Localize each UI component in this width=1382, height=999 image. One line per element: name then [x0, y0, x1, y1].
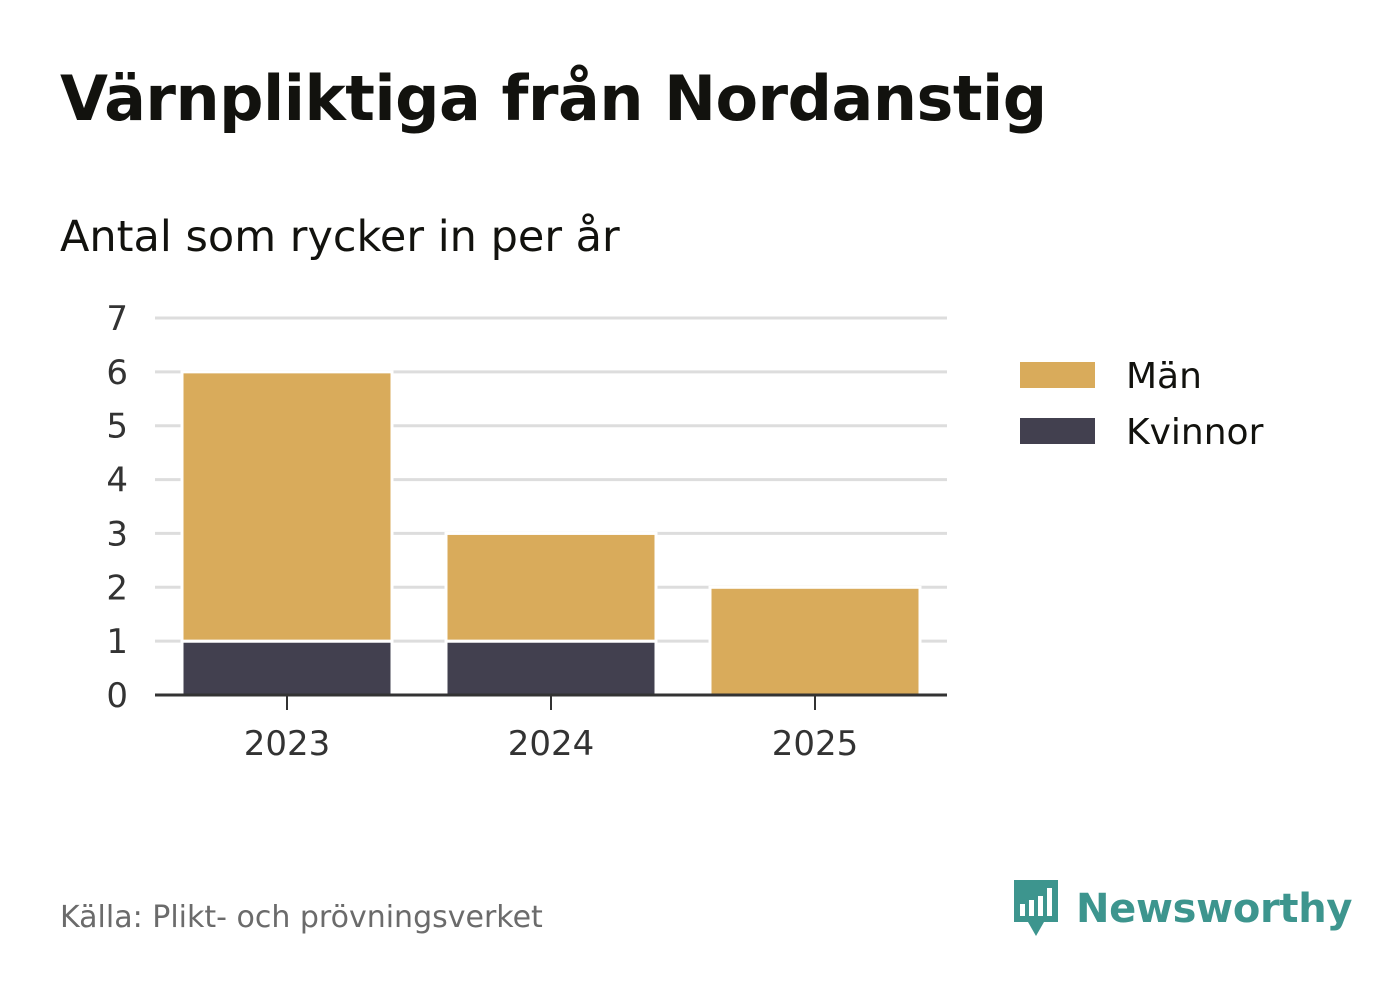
legend-label: Kvinnor [1126, 412, 1264, 453]
bar-segment-kvinnor-2023 [180, 639, 394, 697]
y-tick-label: 4 [106, 461, 128, 501]
bars [180, 370, 922, 697]
y-tick-label: 7 [106, 299, 128, 339]
legend-label: Män [1126, 356, 1202, 397]
legend: Män Kvinnor [1020, 356, 1264, 453]
chart-subtitle: Antal som rycker in per år [60, 212, 620, 262]
bar-segment-mn-2024 [444, 531, 658, 643]
y-tick-label: 0 [106, 676, 128, 716]
x-tick-label: 2025 [772, 724, 859, 764]
source-note: Källa: Plikt- och prövningsverket [60, 900, 543, 935]
x-tick-label: 2024 [508, 724, 595, 764]
bar-segment-kvinnor-2024 [444, 639, 658, 697]
axes: 0 1 2 3 4 5 6 7 2023 2024 2025 [106, 299, 947, 764]
y-tick-label: 5 [106, 407, 128, 447]
brand-logo: Newsworthy [1010, 878, 1353, 940]
legend-swatch [1020, 362, 1095, 388]
bar-segment-mn-2023 [180, 370, 394, 643]
chart-title: Värnpliktiga från Nordanstig [60, 62, 1047, 135]
y-tick-label: 6 [106, 353, 128, 393]
bar-segment-mn-2025 [708, 585, 922, 697]
brand-name: Newsworthy [1076, 886, 1353, 932]
y-tick-label: 2 [106, 568, 128, 608]
legend-swatch [1020, 418, 1095, 444]
x-tick-label: 2023 [244, 724, 331, 764]
y-tick-label: 1 [106, 622, 128, 662]
y-tick-label: 3 [106, 514, 128, 554]
bar-chart-speech-bubble-icon [1014, 880, 1058, 936]
